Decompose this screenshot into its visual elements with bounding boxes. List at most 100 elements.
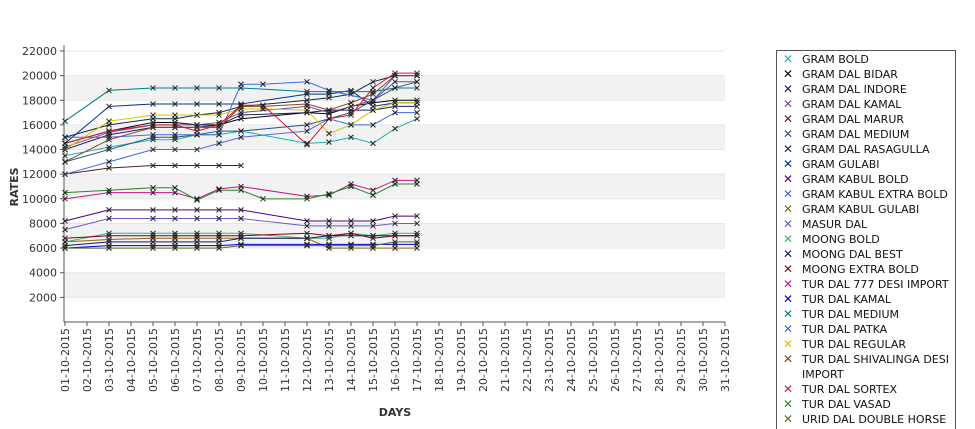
- x-tick-label: 03-10-2015: [103, 328, 116, 392]
- series-line: [64, 75, 417, 163]
- grid-band: [64, 174, 725, 199]
- legend-label: MOONG DAL BEST: [802, 248, 903, 261]
- data-point: [172, 122, 178, 128]
- data-point: [216, 207, 222, 213]
- x-tick-label: 30-10-2015: [697, 328, 710, 392]
- data-point: [172, 85, 178, 91]
- x-tick-label: 14-10-2015: [345, 328, 358, 392]
- legend-label: TUR DAL SORTEX: [802, 383, 898, 396]
- legend-marker-icon: ✕: [782, 217, 794, 231]
- data-point: [392, 70, 398, 77]
- legend-item: ✕ GRAM DAL KAMAL: [777, 97, 955, 112]
- legend-label: TUR DAL MEDIUM: [802, 308, 900, 321]
- data-point: [304, 140, 310, 147]
- data-point: [414, 78, 420, 85]
- data-point: [370, 218, 376, 224]
- legend-label: GRAM KABUL EXTRA BOLD: [802, 188, 948, 201]
- data-point: [62, 242, 68, 249]
- legend-marker-icon: ✕: [782, 52, 794, 66]
- data-point: [414, 115, 420, 122]
- legend-label: GRAM KABUL GULABI: [802, 203, 920, 216]
- legend-label: GRAM DAL MARUR: [802, 113, 905, 126]
- legend-marker-icon: ✕: [782, 172, 794, 186]
- data-point: [106, 245, 112, 251]
- data-point: [194, 230, 200, 237]
- series-21: [62, 70, 420, 148]
- y-tick-label: 16000: [22, 119, 57, 132]
- data-point: [370, 78, 376, 85]
- legend-item: ✕ GRAM GULABI: [777, 157, 955, 172]
- x-tick-label: 10-10-2015: [257, 328, 270, 392]
- data-point: [150, 146, 156, 153]
- legend-label: GRAM DAL KAMAL: [802, 98, 902, 111]
- x-tick-label: 15-10-2015: [367, 328, 380, 392]
- data-point: [172, 215, 178, 222]
- data-point: [238, 232, 244, 239]
- legend-label: GRAM DAL BIDAR: [802, 68, 898, 81]
- x-tick-label: 12-10-2015: [301, 328, 314, 392]
- data-point: [414, 72, 420, 79]
- data-point: [216, 162, 222, 169]
- data-point: [150, 245, 156, 251]
- data-point: [370, 140, 376, 147]
- data-point: [150, 131, 156, 138]
- legend-item: ✕ URID DAL DOUBLE HORSE: [777, 412, 955, 427]
- legend-item: ✕ TUR DAL PATKA: [777, 322, 955, 337]
- y-tick-label: 2000: [29, 291, 57, 304]
- series-22: [62, 181, 420, 203]
- legend-item: ✕ GRAM DAL MARUR: [777, 112, 955, 127]
- data-point: [106, 128, 112, 134]
- data-point: [304, 101, 310, 107]
- data-point: [392, 213, 398, 219]
- data-point: [106, 230, 112, 237]
- data-point: [106, 103, 112, 110]
- legend-marker-icon: ✕: [782, 382, 794, 396]
- x-tick-label: 09-10-2015: [235, 328, 248, 392]
- data-point: [348, 112, 354, 118]
- series-line: [64, 183, 417, 201]
- legend-label: GRAM KABUL BOLD: [802, 173, 909, 186]
- legend-marker-icon: ✕: [782, 277, 794, 291]
- data-point: [216, 122, 222, 128]
- data-point: [348, 134, 354, 141]
- legend-marker-icon: ✕: [782, 82, 794, 96]
- data-point: [172, 230, 178, 237]
- legend-marker-icon: ✕: [782, 307, 794, 321]
- data-point: [414, 181, 420, 187]
- series-4: [62, 162, 244, 178]
- data-point: [106, 242, 112, 249]
- legend-item: ✕ GRAM KABUL GULABI: [777, 202, 955, 217]
- data-point: [106, 118, 112, 125]
- legend-item: ✕ TUR DAL 777 DESI IMPORT: [777, 277, 955, 292]
- data-point: [304, 88, 310, 95]
- legend-item: ✕ GRAM DAL INDORE: [777, 82, 955, 97]
- series-20: [62, 72, 420, 165]
- legend-label: GRAM DAL RASAGULLA: [802, 143, 930, 156]
- data-point: [348, 242, 354, 249]
- data-point: [392, 97, 398, 104]
- data-point: [62, 218, 68, 224]
- x-tick-label: 26-10-2015: [609, 328, 622, 392]
- data-point: [194, 112, 200, 118]
- data-point: [304, 141, 310, 148]
- data-point: [414, 109, 420, 116]
- legend-label: TUR DAL 777 DESI IMPORT: [802, 278, 949, 291]
- data-point: [194, 215, 200, 222]
- legend-item: ✕ GRAM DAL MEDIUM: [777, 127, 955, 142]
- x-tick-label: 28-10-2015: [653, 328, 666, 392]
- data-point: [326, 109, 332, 116]
- x-tick-label: 11-10-2015: [279, 328, 292, 392]
- data-point: [150, 242, 156, 249]
- data-point: [216, 119, 222, 126]
- legend-item: ✕ TUR DAL KAMAL: [777, 292, 955, 307]
- data-point: [150, 124, 156, 131]
- data-point: [150, 232, 156, 239]
- legend-marker-icon: ✕: [782, 412, 794, 426]
- data-point: [194, 207, 200, 213]
- line-chart: 2000 4000 6000 8000 10000 12000 14000 16000 1800…: [8, 45, 732, 419]
- data-point: [62, 235, 68, 242]
- data-point: [414, 232, 420, 239]
- data-point: [216, 242, 222, 249]
- data-point: [106, 187, 112, 194]
- x-tick-label: 08-10-2015: [213, 328, 226, 392]
